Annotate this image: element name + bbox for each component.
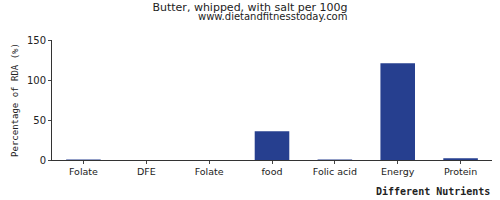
svg-text:Folate: Folate [69, 166, 98, 177]
svg-text:Butter, whipped, with salt per: Butter, whipped, with salt per 100g [152, 1, 347, 14]
svg-text:0: 0 [40, 155, 46, 166]
svg-text:food: food [262, 166, 283, 177]
svg-text:100: 100 [27, 75, 46, 86]
svg-text:Different Nutrients: Different Nutrients [376, 186, 490, 197]
svg-text:Percentage of RDA (%): Percentage of RDA (%) [10, 43, 20, 157]
svg-text:Folate: Folate [195, 166, 224, 177]
svg-text:Folic acid: Folic acid [313, 166, 357, 177]
svg-text:www.dietandfitnesstoday.com: www.dietandfitnesstoday.com [198, 11, 347, 22]
svg-text:DFE: DFE [137, 166, 156, 177]
svg-text:50: 50 [33, 115, 46, 126]
svg-text:150: 150 [27, 35, 46, 46]
svg-text:Energy: Energy [381, 166, 415, 177]
svg-text:Protein: Protein [444, 166, 477, 177]
